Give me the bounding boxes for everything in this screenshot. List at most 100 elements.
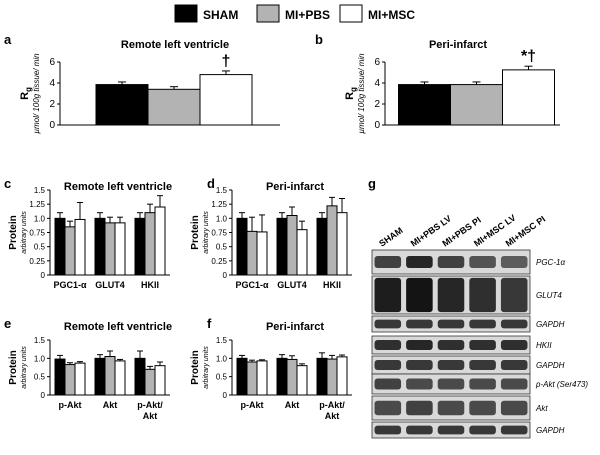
y-tick-label: 0 <box>41 271 46 280</box>
y-tick-label: 1.0 <box>216 354 228 363</box>
blot-band <box>437 378 465 390</box>
bar-mi-msc <box>154 365 166 396</box>
bar-mi-msc <box>154 206 166 276</box>
legend-label-mi-pbs: MI+PBS <box>285 8 330 22</box>
blot-strip-p-akt-ser473-: p-Akt (Ser473) <box>371 373 588 395</box>
blot-strip-gapdh: GAPDH <box>371 315 565 333</box>
y-axis-unit: arbitrary units <box>203 346 210 389</box>
bar-sham <box>316 217 328 276</box>
bar-mi-msc <box>114 222 126 276</box>
chart-title: Peri-infarct <box>266 321 324 333</box>
chart-title: Peri-infarct <box>266 181 324 193</box>
band-label: GLUT4 <box>536 291 562 300</box>
bar-sham <box>236 217 248 276</box>
y-axis-label: Rg µmol/ 100g tissue/ min <box>344 53 366 134</box>
bar-sham <box>134 357 146 396</box>
blot-band <box>437 277 465 313</box>
band-label: GAPDH <box>536 426 565 435</box>
y-axis-label: Protein arbitrary units <box>190 346 210 389</box>
y-axis-label-main: Protein <box>8 350 19 384</box>
y-tick-label: 1.0 <box>216 214 228 223</box>
y-axis-unit: µmol/ 100g tissue/ min <box>357 53 366 134</box>
category-label: PGC1-α <box>53 280 87 290</box>
y-axis-label: Protein arbitrary units <box>190 211 210 254</box>
category-label: Akt <box>285 400 300 410</box>
legend-swatch-sham <box>174 4 198 23</box>
y-axis-label-main: Rg <box>344 87 358 100</box>
category-label: p-Akt <box>241 400 264 410</box>
bar-mi-msc <box>256 360 268 396</box>
blot-band <box>406 277 433 313</box>
bar-mi-pbs <box>104 222 116 276</box>
y-tick-label: 0.5 <box>34 373 46 382</box>
bar-mi-pbs <box>326 205 338 276</box>
blot-band <box>374 360 402 370</box>
blot-band <box>406 425 433 435</box>
blot-band <box>374 319 402 329</box>
bar-sham <box>95 84 149 126</box>
y-tick-label: 0 <box>49 120 55 131</box>
band-label: HKII <box>536 341 552 350</box>
bar-mi-msc <box>296 365 308 396</box>
bar-sham <box>316 357 328 396</box>
y-tick-label: 1.5 <box>34 336 46 345</box>
bar-mi-msc <box>199 74 253 126</box>
y-tick-label: 0.5 <box>216 373 228 382</box>
blot-strip-hkii: HKII <box>371 335 552 355</box>
blot-band <box>374 277 402 313</box>
bar-sham <box>398 84 451 126</box>
blot-band <box>406 360 433 370</box>
bar-mi-pbs <box>64 226 76 276</box>
panel-letter: e <box>4 316 11 331</box>
y-axis-label-main: Protein <box>190 350 201 384</box>
y-axis-label-main: Protein <box>8 215 19 249</box>
band-label: PGC-1α <box>536 258 565 267</box>
blot-band <box>374 425 402 435</box>
y-tick-label: 0.75 <box>29 229 45 238</box>
chart-title: Remote left ventricle <box>121 39 229 51</box>
blot-strip-akt: Akt <box>371 395 548 421</box>
bar-mi-pbs <box>144 212 156 276</box>
y-axis-unit: arbitrary units <box>21 211 28 254</box>
blot-band <box>406 378 433 390</box>
panel-letter: f <box>207 316 212 331</box>
bar-sham <box>134 217 146 276</box>
blot-band <box>469 256 496 268</box>
bar-mi-msc <box>74 362 86 396</box>
y-tick-label: 0 <box>374 120 380 131</box>
band-label: GAPDH <box>536 361 565 370</box>
y-tick-label: 1.25 <box>29 200 45 209</box>
blot-strip-gapdh: GAPDH <box>371 421 565 439</box>
blot-band <box>406 319 433 329</box>
chart-panel-a: a Remote left ventricle 0 2 4 6 Rg µmol/ 100g t… <box>4 32 280 134</box>
y-tick-label: 1.25 <box>211 200 227 209</box>
y-axis-label: Protein arbitrary units <box>8 211 28 254</box>
y-tick-label: 0.25 <box>29 257 45 266</box>
y-tick-label: 1.5 <box>216 186 228 195</box>
chart-title: Peri-infarct <box>429 39 487 51</box>
blot-strip-pgc-1-: PGC-1α <box>371 249 565 275</box>
bar-mi-pbs <box>246 230 258 276</box>
y-axis-unit: arbitrary units <box>21 346 28 389</box>
y-axis-label-main: Rg <box>19 87 33 100</box>
panel-letter: g <box>368 176 376 191</box>
blot-band <box>437 256 465 268</box>
bar-mi-msc <box>502 69 555 126</box>
band-label: p-Akt (Ser473) <box>535 380 588 389</box>
blot-band <box>469 425 496 435</box>
bar-mi-msc <box>336 212 348 276</box>
category-label: p-Akt/ <box>319 400 345 410</box>
blot-band <box>406 256 433 268</box>
blot-band <box>437 360 465 370</box>
legend-label-mi-msc: MI+MSC <box>368 8 415 22</box>
blot-band <box>500 256 528 268</box>
y-tick-label: 0.5 <box>34 243 46 252</box>
y-axis-label-subscript: g <box>349 87 358 92</box>
blot-band <box>500 319 528 329</box>
blot-strip-glut4: GLUT4 <box>371 275 562 315</box>
legend-swatch-mi-pbs <box>256 4 280 23</box>
blot-band <box>437 425 465 435</box>
chart-title: Remote left ventricle <box>64 181 172 193</box>
category-label: GLUT4 <box>95 280 125 290</box>
